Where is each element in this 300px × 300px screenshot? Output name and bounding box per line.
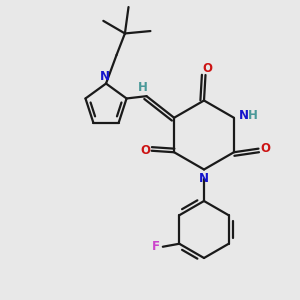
Text: H: H	[138, 81, 148, 94]
Text: O: O	[202, 62, 212, 75]
Text: N: N	[100, 70, 110, 83]
Text: F: F	[152, 240, 160, 253]
Text: N: N	[199, 172, 209, 185]
Text: N: N	[238, 109, 248, 122]
Text: O: O	[140, 144, 150, 157]
Text: O: O	[260, 142, 270, 155]
Text: H: H	[248, 109, 257, 122]
